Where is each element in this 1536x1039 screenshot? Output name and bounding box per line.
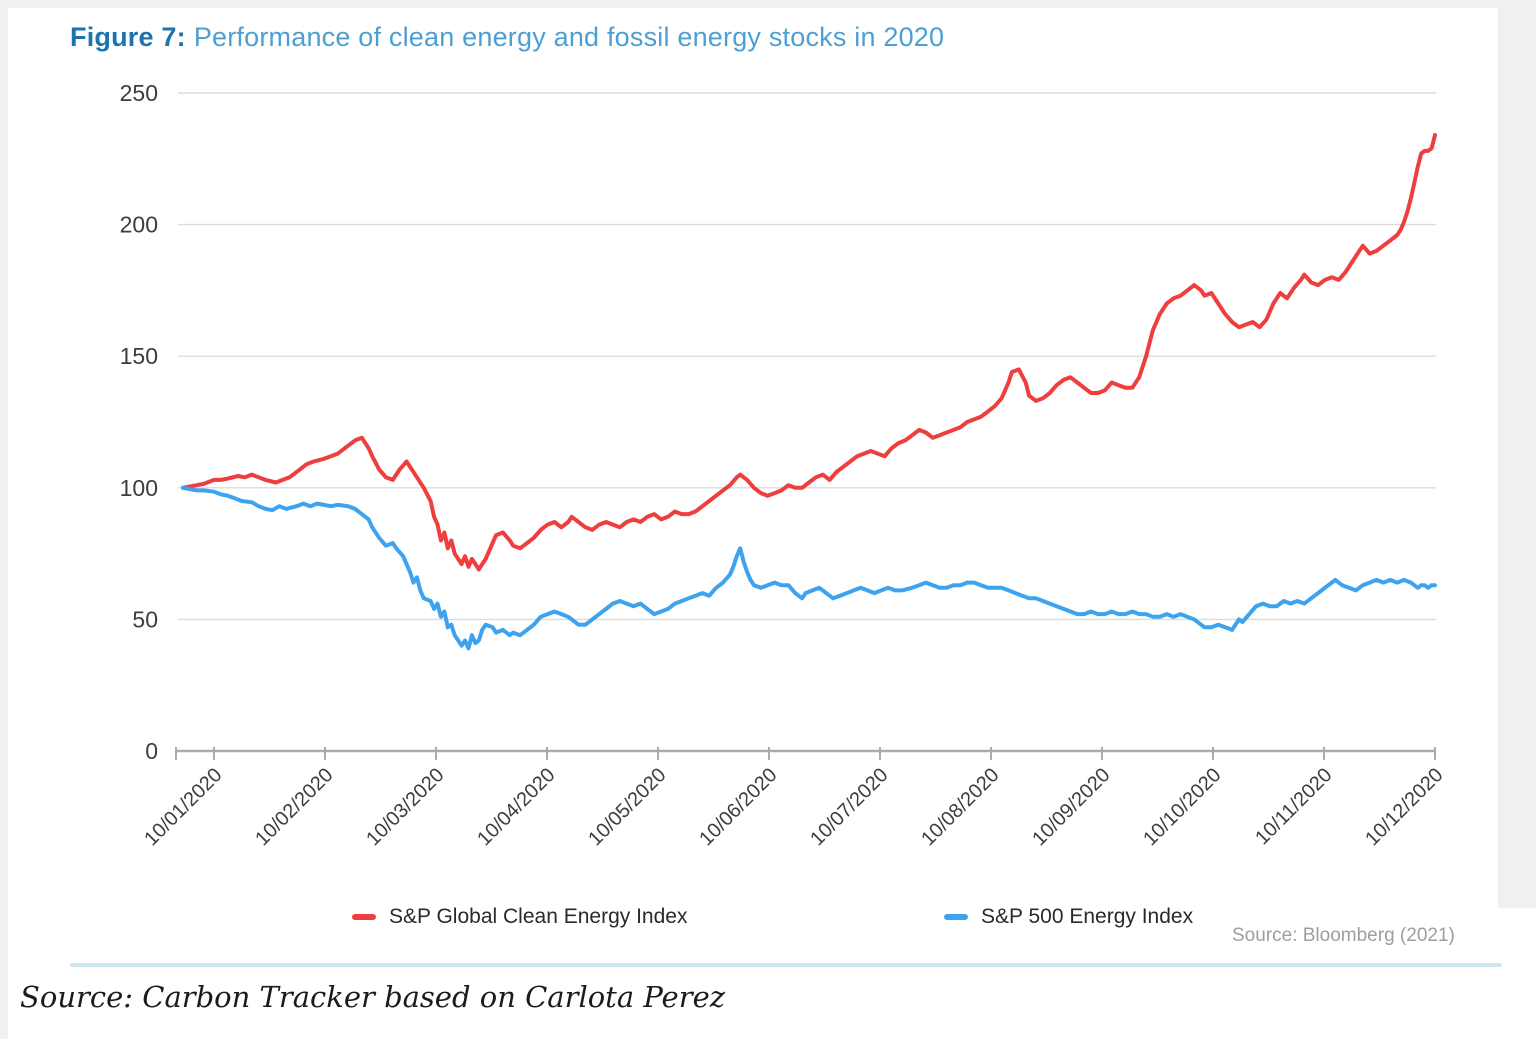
figure-title: Figure 7: Performance of clean energy and… [70, 22, 944, 53]
x-axis-tick-label: 10/05/2020 [584, 764, 670, 850]
x-axis-tick-label: 10/03/2020 [362, 764, 448, 850]
x-axis-tick-label: 10/01/2020 [140, 764, 226, 850]
x-axis-tick-label: 10/11/2020 [1251, 764, 1336, 849]
x-axis-tick-label: 10/09/2020 [1028, 764, 1114, 850]
x-axis-tick-label: 10/08/2020 [917, 764, 1003, 850]
legend-item-clean-energy: S&P Global Clean Energy Index [352, 905, 687, 929]
sp500-energy-line [181, 485, 1437, 651]
x-axis-tick-label: 10/06/2020 [695, 764, 781, 850]
y-axis-tick-label: 50 [132, 606, 158, 632]
window-frame-left [0, 0, 8, 1039]
x-axis-tick-label: 10/12/2020 [1361, 764, 1447, 850]
clean-energy-legend-marker [352, 914, 376, 920]
section-divider [70, 963, 1502, 967]
document-source-note: Source: Carbon Tracker based on Carlota … [20, 980, 726, 1014]
x-axis-tick-label: 10/02/2020 [251, 764, 337, 850]
figure-title-text: Performance of clean energy and fossil e… [193, 22, 945, 52]
y-axis-tick-label: 100 [120, 475, 158, 501]
x-axis-tick-label: 10/10/2020 [1139, 764, 1225, 850]
chart-legend: S&P Global Clean Energy Index S&P 500 En… [0, 901, 1536, 946]
y-axis-tick-label: 200 [120, 212, 158, 238]
clean-energy-line [181, 133, 1437, 572]
x-axis-tick-label: 10/04/2020 [473, 764, 559, 850]
clean-energy-legend-label: S&P Global Clean Energy Index [389, 905, 688, 928]
figure-number-label: Figure 7: [70, 22, 186, 52]
window-frame-right [1498, 0, 1536, 908]
legend-item-sp500-energy: S&P 500 Energy Index [944, 905, 1193, 929]
window-frame-top [0, 0, 1536, 8]
x-axis-tick-label: 10/07/2020 [806, 764, 892, 850]
chart-source-credit: Source: Bloomberg (2021) [1232, 925, 1455, 946]
sp500-energy-legend-label: S&P 500 Energy Index [981, 905, 1194, 928]
sp500-energy-legend-marker [944, 914, 968, 920]
line-chart: 250 200 150 100 50 010/01/2020 10/02/2020 10/03… [120, 80, 1448, 850]
y-axis-tick-label: 250 [120, 80, 158, 106]
y-axis-tick-label: 150 [120, 343, 158, 369]
y-axis-tick-label: 0 [145, 738, 158, 764]
